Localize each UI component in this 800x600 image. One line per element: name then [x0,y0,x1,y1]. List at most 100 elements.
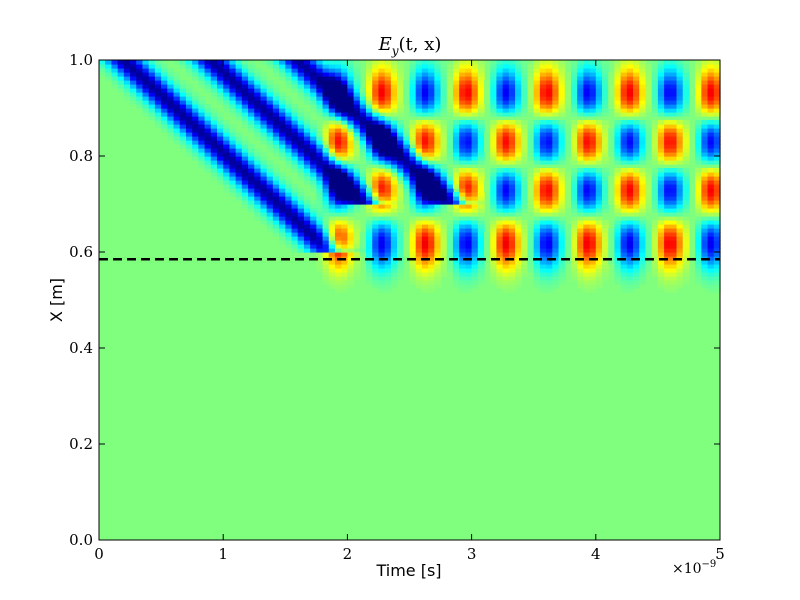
heatmap-cell [502,240,510,245]
heatmap-cell [657,180,665,185]
heatmap-cell [310,224,317,229]
heatmap-cell [161,92,168,97]
heatmap-cell [359,188,367,193]
heatmap-cell [384,136,392,141]
heatmap-cell [577,224,584,229]
heatmap-cell [378,160,386,165]
heatmap-cell [620,92,628,97]
heatmap-cell [713,192,721,197]
heatmap-cell [415,72,423,77]
heatmap-cell [602,236,609,241]
heatmap-cell [434,196,442,201]
heatmap-cell [521,196,529,201]
heatmap-cell [465,152,473,157]
heatmap-cell [664,80,671,85]
heatmap-cell [322,216,330,221]
heatmap-cell [459,252,466,257]
heatmap-cell [390,152,398,157]
heatmap-cell [148,68,156,73]
heatmap-cell [707,288,715,293]
heatmap-cell [353,144,361,149]
heatmap-cell [558,136,566,141]
heatmap-cell [577,260,584,265]
heatmap-cell [577,248,584,253]
heatmap-cell [384,200,392,205]
heatmap-cell [657,200,665,205]
heatmap-cell [546,232,553,237]
heatmap-cell [515,60,522,65]
heatmap-cell [272,96,280,101]
heatmap-cell [589,100,597,105]
heatmap-cell [639,272,647,277]
heatmap-cell [130,96,137,101]
heatmap-cell [260,96,268,101]
heatmap-cell [546,76,553,81]
heatmap-cell [297,80,305,85]
heatmap-cell [508,128,516,133]
heatmap-cell [664,100,671,105]
heatmap-cell [670,124,678,129]
heatmap-cell [123,76,131,81]
heatmap-cell [521,156,529,161]
heatmap-cell [558,200,566,205]
heatmap-cell [366,216,373,221]
heatmap-cell [384,152,392,157]
heatmap-cell [490,196,498,201]
heatmap-cell [496,128,504,133]
heatmap-cell [328,164,336,169]
heatmap-cell [452,144,460,149]
heatmap-cell [384,256,392,261]
heatmap-cell [359,244,367,249]
heatmap-cell [434,204,442,209]
heatmap-cell [322,112,330,117]
heatmap-cell [539,68,547,73]
heatmap-cell [229,100,237,105]
heatmap-cell [546,60,553,65]
heatmap-cell [558,176,566,181]
heatmap-cell [415,184,423,189]
heatmap-cell [502,244,510,249]
heatmap-cell [570,204,578,209]
heatmap-cell [266,164,274,169]
heatmap-cell [620,288,628,293]
heatmap-cell [279,180,286,185]
heatmap-cell [459,156,466,161]
heatmap-cell [633,196,640,201]
heatmap-cell [272,232,280,237]
heatmap-cell [366,168,373,173]
heatmap-cell [415,232,423,237]
heatmap-cell [254,128,262,133]
heatmap-cell [372,188,380,193]
heatmap-cell [192,76,199,81]
heatmap-cell [248,144,255,149]
heatmap-cell [570,236,578,241]
heatmap-cell [589,176,597,181]
heatmap-cell [713,240,721,245]
heatmap-cell [465,124,473,129]
heatmap-cell [552,212,560,217]
heatmap-cell [204,128,212,133]
heatmap-cell [397,108,404,113]
heatmap-cell [279,192,286,197]
heatmap-cell [347,252,355,257]
heatmap-cell [328,108,336,113]
heatmap-cell [539,104,547,109]
heatmap-cell [428,288,435,293]
heatmap-cell [583,284,591,289]
heatmap-cell [198,100,206,105]
heatmap-cell [539,284,547,289]
heatmap-cell [347,108,355,113]
heatmap-cell [428,132,435,137]
heatmap-cell [241,116,249,121]
heatmap-cell [334,268,342,273]
heatmap-cell [558,108,566,113]
heatmap-cell [173,140,181,145]
heatmap-cell [465,276,473,281]
heatmap-cell [378,144,386,149]
heatmap-cell [235,132,243,137]
heatmap-cell [546,248,553,253]
heatmap-cell [558,268,566,273]
heatmap-cell [161,96,168,101]
heatmap-cell [639,264,647,269]
heatmap-cell [353,64,361,69]
